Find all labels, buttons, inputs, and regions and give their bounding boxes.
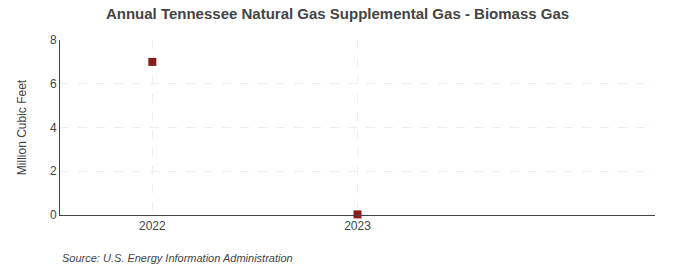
- svg-text:0: 0: [50, 208, 57, 222]
- svg-text:Annual Tennessee Natural Gas S: Annual Tennessee Natural Gas Supplementa…: [106, 5, 569, 22]
- svg-text:4: 4: [50, 121, 57, 135]
- svg-text:2022: 2022: [139, 219, 166, 233]
- svg-text:2023: 2023: [344, 219, 371, 233]
- svg-text:Source: U.S. Energy Informatio: Source: U.S. Energy Information Administ…: [62, 252, 293, 264]
- svg-text:8: 8: [50, 33, 57, 47]
- svg-text:6: 6: [50, 77, 57, 91]
- svg-text:Million Cubic Feet: Million Cubic Feet: [15, 79, 29, 175]
- svg-text:2: 2: [50, 164, 57, 178]
